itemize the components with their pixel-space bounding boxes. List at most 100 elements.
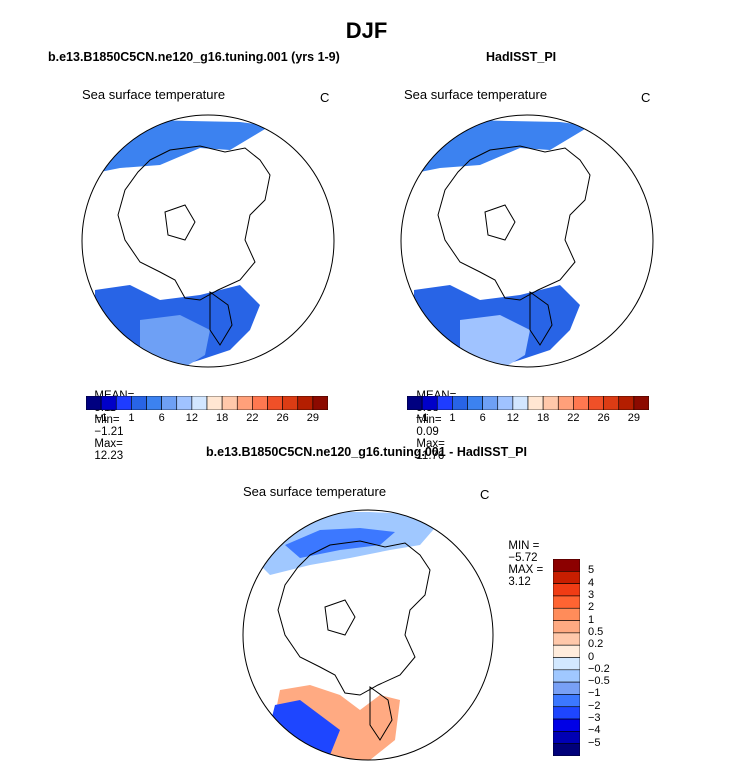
diff-colorbar-tick-label: −3 [588,712,601,725]
model-colorbar-swatch [146,396,162,410]
obs-colorbar-swatch [527,396,544,410]
obs-colorbar-swatch [421,396,438,410]
diff-colorbar-swatch [553,669,580,683]
obs-coastline [437,145,591,346]
diff-colorbar-tick-label: 4 [588,576,595,589]
diff-colorbar-swatch [553,632,580,646]
model-colorbar-swatch [100,396,117,410]
diff-colorbar-swatch [553,718,580,732]
model-variable-label: Sea surface temperature [82,87,226,102]
obs-min-label: Min= [416,414,442,426]
diff-colorbar-swatch [553,607,580,621]
model-colorbar-tick-label: 18 [216,412,229,424]
model-map [82,115,334,367]
diff-colorbar-tick-label: 3 [588,588,595,601]
diff-colorbar-tick-label: 0.5 [588,625,604,638]
obs-colorbar-tick-label: 1 [449,412,456,424]
obs-max-value: 11.76 [416,450,445,462]
diff-colorbar [553,559,580,756]
diff-colorbar-tick-label: 0.2 [588,638,604,651]
diff-colorbar-swatch [553,731,580,744]
obs-colorbar-swatch [512,396,529,410]
diff-colorbar-swatch [553,681,580,695]
model-colorbar-tick-label: −1 [94,412,108,424]
model-colorbar-swatch [176,396,193,410]
model-colorbar-swatch [267,396,283,410]
diff-panel-title: b.e13.B1850C5CN.ne120_g16.tuning.001 - H… [206,445,527,459]
diff-colorbar-swatch [553,657,580,671]
model-colorbar-swatch [131,396,147,410]
obs-colorbar-swatch [603,396,620,410]
obs-colorbar-swatch [557,396,574,410]
diff-colorbar-tick-label: −0.5 [588,675,610,688]
obs-map [401,115,653,367]
diff-colorbar-swatch [553,644,580,658]
diff-colorbar-tick-label: −1 [588,687,601,700]
obs-colorbar-swatch [452,396,468,410]
model-max-value: 12.23 [94,450,124,462]
obs-variable-label: Sea surface temperature [404,87,548,102]
diff-min-label: MIN = [508,540,540,552]
obs-colorbar-swatch [436,396,453,410]
model-colorbar-tick-label: 22 [246,412,259,424]
diff-colorbar-swatch [553,620,580,634]
obs-colorbar-tick-label: 29 [627,412,640,424]
model-colorbar [86,396,328,410]
obs-max-label: Max= [416,438,445,450]
diff-colorbar-tick-label: −2 [588,699,601,712]
model-colorbar-tick-label: 6 [158,412,165,424]
diff-colorbar-swatch [553,559,580,572]
diff-colorbar-ticks: 5 4 3 2 1 0.5 0.2 0 −0.2 −0.5 −1 −2 −3 −4 −5 [588,559,628,756]
diff-map [243,510,493,760]
model-colorbar-tick-label: 26 [276,412,289,424]
obs-min-value: 0.09 [416,426,439,438]
obs-colorbar-swatch [407,396,423,410]
diff-units-label: C [480,487,490,502]
obs-colorbar-tick-label: −1 [415,412,429,424]
model-colorbar-swatch [282,396,299,410]
diff-colorbar-swatch [553,595,580,609]
model-colorbar-swatch [236,396,253,410]
model-colorbar-swatch [191,396,208,410]
obs-colorbar-swatch [467,396,483,410]
diff-stats: MIN = −5.72 MAX = 3.12 [502,528,543,588]
obs-colorbar-swatch [588,396,604,410]
model-units-label: C [320,90,330,105]
model-colorbar-swatch [206,396,223,410]
diff-colorbar-tick-label: −5 [588,736,601,749]
obs-units-label: C [641,90,651,105]
diff-pacific-bias-strong [285,528,395,558]
model-colorbar-swatch [221,396,238,410]
model-colorbar-ticks: −1 1 6 12 18 22 26 29 [86,412,328,426]
model-panel-title: b.e13.B1850C5CN.ne120_g16.tuning.001 (yr… [48,50,340,64]
diff-colorbar-tick-label: −0.2 [588,662,610,675]
obs-colorbar-ticks: −1 1 6 12 18 22 26 29 [407,412,649,426]
obs-colorbar-swatch [618,396,635,410]
model-colorbar-tick-label: 29 [306,412,319,424]
model-colorbar-swatch [115,396,132,410]
diff-colorbar-tick-label: 2 [588,601,595,614]
diff-max-label: MAX = [508,564,544,576]
model-colorbar-swatch [161,396,178,410]
obs-colorbar-swatch [633,396,649,410]
diff-colorbar-tick-label: 5 [588,564,595,577]
diff-colorbar-swatch [553,706,580,720]
obs-colorbar-swatch [573,396,589,410]
obs-colorbar-swatch [482,396,499,410]
diff-min-value: −5.72 [508,552,538,564]
diff-colorbar-swatch [553,743,580,756]
model-colorbar-swatch [252,396,268,410]
diff-variable-label: Sea surface temperature [243,484,387,499]
diff-colorbar-swatch [553,571,580,584]
obs-colorbar-tick-label: 22 [567,412,580,424]
model-colorbar-swatch [86,396,102,410]
diff-colorbar-tick-label: −4 [588,724,601,737]
diff-colorbar-tick-label: 0 [588,650,595,663]
obs-colorbar-swatch [497,396,514,410]
model-colorbar-swatch [312,396,328,410]
diff-colorbar-swatch [553,583,580,597]
diff-coastline [277,540,431,741]
model-min-label: Min= [94,414,120,426]
model-coastline [117,145,271,346]
